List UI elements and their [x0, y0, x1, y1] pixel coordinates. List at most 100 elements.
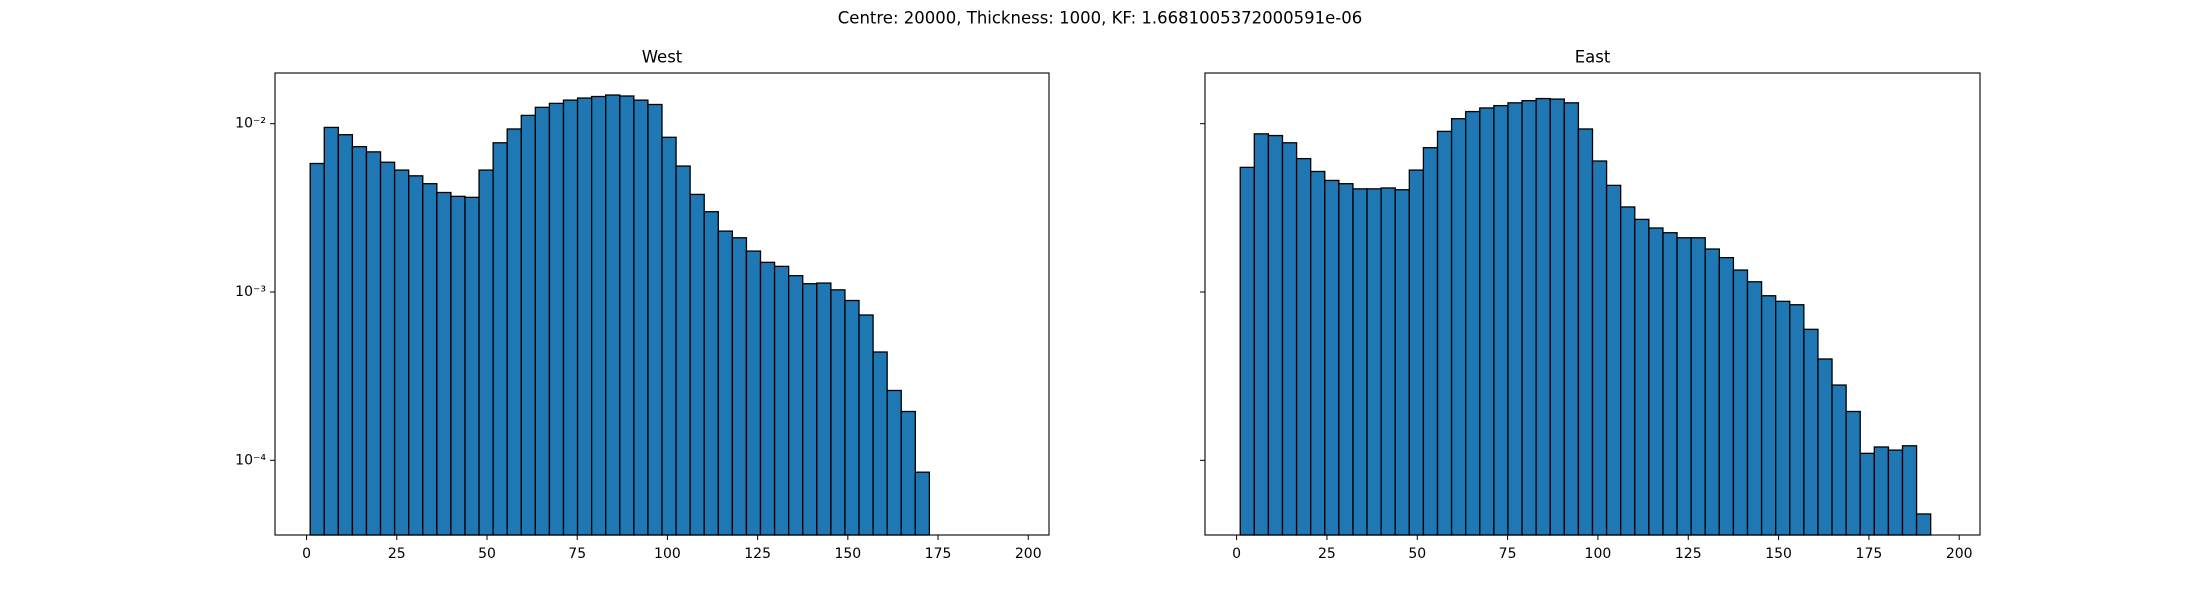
bar	[619, 95, 635, 536]
bar	[633, 99, 649, 536]
bar	[1577, 128, 1594, 536]
x-tick-label: 175	[925, 546, 952, 562]
bar	[422, 183, 438, 536]
figure-title: Centre: 20000, Thickness: 1000, KF: 1.66…	[838, 9, 1362, 28]
bar	[647, 103, 663, 536]
bar	[1634, 218, 1650, 536]
bar	[1690, 237, 1706, 536]
bar	[436, 191, 452, 536]
bar	[1450, 118, 1467, 536]
axes-frame	[274, 72, 1050, 536]
bar	[1831, 384, 1847, 536]
bar	[534, 106, 551, 536]
bar	[1859, 452, 1875, 536]
bar	[1408, 169, 1425, 536]
bar	[788, 275, 804, 536]
y-tick-label: 10⁻⁴	[235, 452, 266, 468]
bar	[379, 161, 396, 536]
x-tick-label: 100	[654, 546, 681, 562]
bar	[393, 169, 410, 536]
bar	[703, 211, 719, 536]
bar	[1605, 184, 1622, 536]
bar	[548, 102, 565, 536]
bar	[1521, 100, 1537, 536]
bar	[844, 299, 860, 536]
bar	[1662, 232, 1678, 536]
x-tick-label: 0	[1232, 546, 1241, 562]
bar	[689, 193, 705, 536]
bar	[1549, 98, 1565, 536]
bar	[1873, 446, 1890, 536]
x-tick-label: 50	[478, 546, 496, 562]
bar	[1718, 256, 1735, 536]
bar	[900, 410, 916, 536]
bar	[1563, 102, 1580, 536]
bar	[478, 169, 494, 536]
bar	[1394, 189, 1410, 536]
bar	[576, 97, 593, 536]
x-tick-label: 75	[1499, 546, 1517, 562]
x-tick-label: 0	[302, 546, 311, 562]
bar	[872, 351, 888, 536]
bar	[351, 146, 368, 536]
bar	[759, 261, 776, 536]
bar	[1324, 179, 1340, 536]
bar	[1422, 147, 1439, 536]
bar	[1915, 513, 1932, 536]
bar	[464, 196, 480, 536]
x-tick-label: 150	[834, 546, 861, 562]
bar	[731, 237, 748, 536]
bar	[1267, 134, 1284, 536]
bar	[1746, 281, 1763, 536]
bar	[1310, 170, 1326, 536]
bar	[1436, 130, 1453, 536]
bar	[1845, 410, 1861, 536]
bar	[1465, 110, 1481, 536]
x-tick-label: 150	[1765, 546, 1792, 562]
bar	[365, 151, 382, 536]
axes-title: East	[1575, 48, 1611, 67]
bar	[1295, 157, 1312, 536]
bar	[1253, 133, 1270, 536]
bar	[562, 99, 579, 536]
bar	[1380, 187, 1396, 536]
bar	[1676, 237, 1692, 536]
x-tick-label: 100	[1585, 546, 1612, 562]
bar	[1281, 142, 1298, 536]
bar	[1352, 188, 1368, 536]
bar	[816, 282, 832, 536]
bar	[605, 94, 621, 536]
bar	[1366, 188, 1382, 536]
bar	[1803, 328, 1819, 536]
y-tick-label: 10⁻³	[235, 284, 266, 300]
bar	[675, 165, 691, 536]
y-tick-label: 10⁻²	[235, 116, 266, 132]
bar	[337, 134, 354, 536]
bar	[309, 162, 325, 536]
bar	[1648, 227, 1664, 536]
x-tick-label: 50	[1408, 546, 1426, 562]
bar	[408, 175, 424, 536]
bar	[745, 250, 762, 536]
x-tick-label: 25	[388, 546, 406, 562]
bar	[1760, 295, 1777, 536]
x-tick-label: 175	[1856, 546, 1883, 562]
x-tick-label: 125	[744, 546, 771, 562]
bar	[1732, 269, 1749, 536]
x-tick-label: 125	[1675, 546, 1702, 562]
bar	[1591, 160, 1608, 536]
bar	[886, 389, 902, 536]
bar	[830, 289, 846, 536]
bar	[1817, 358, 1833, 536]
bar	[492, 142, 508, 536]
x-tick-label: 25	[1318, 546, 1336, 562]
bar	[1338, 183, 1354, 536]
bar	[590, 95, 607, 536]
bar	[773, 265, 790, 536]
bar	[914, 471, 931, 536]
bar	[717, 230, 734, 536]
bar	[1535, 97, 1551, 536]
bar	[450, 195, 466, 536]
bar	[1479, 107, 1495, 536]
